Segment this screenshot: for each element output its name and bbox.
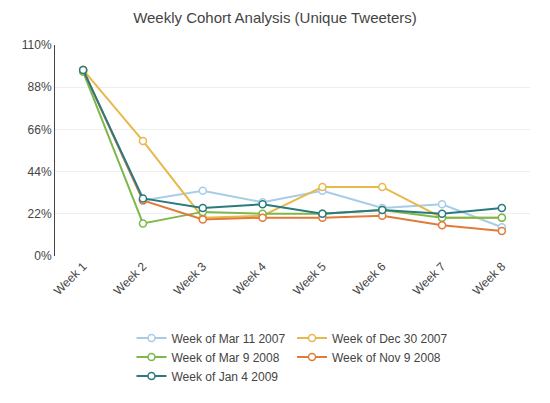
svg-text:22%: 22% (28, 207, 52, 221)
svg-text:66%: 66% (28, 123, 52, 137)
svg-text:Week 8: Week 8 (470, 259, 509, 298)
svg-text:Week 3: Week 3 (171, 259, 210, 298)
svg-text:88%: 88% (28, 80, 52, 94)
svg-text:Week 2: Week 2 (111, 259, 150, 298)
svg-text:110%: 110% (22, 38, 52, 52)
svg-text:Week of Jan 4 2009: Week of Jan 4 2009 (172, 370, 279, 384)
svg-text:Weekly Cohort Analysis (Unique: Weekly Cohort Analysis (Unique Tweeters) (133, 9, 417, 26)
svg-text:0%: 0% (34, 249, 52, 263)
svg-text:Week of Mar 9 2008: Week of Mar 9 2008 (172, 351, 280, 365)
svg-text:Week 5: Week 5 (290, 259, 329, 298)
svg-text:Week 6: Week 6 (350, 259, 389, 298)
svg-text:Week of Mar 11 2007: Week of Mar 11 2007 (172, 332, 286, 346)
svg-text:Week of Nov 9 2008: Week of Nov 9 2008 (332, 351, 441, 365)
svg-text:Week 4: Week 4 (230, 259, 269, 298)
svg-text:Week 1: Week 1 (51, 259, 90, 298)
svg-text:44%: 44% (28, 165, 52, 179)
svg-text:Week 7: Week 7 (410, 259, 449, 298)
svg-text:Week of Dec 30 2007: Week of Dec 30 2007 (332, 332, 448, 346)
